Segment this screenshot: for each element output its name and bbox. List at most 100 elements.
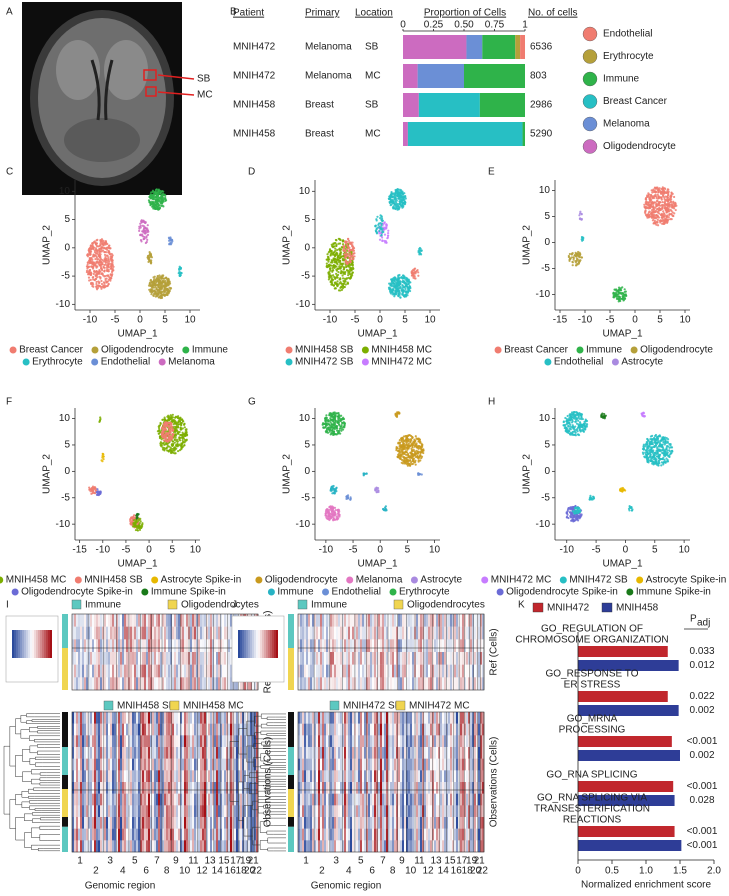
cell-point: [331, 507, 334, 511]
cell-point: [666, 444, 669, 448]
y-tick-label: -5: [541, 263, 550, 274]
cell-point: [165, 291, 168, 294]
table-cell: Melanoma: [305, 71, 352, 82]
cell-point: [668, 212, 671, 216]
table-cell: MNIH472: [233, 42, 276, 53]
cell-point: [329, 267, 332, 270]
cell-point: [653, 445, 656, 449]
cell-point: [325, 262, 328, 265]
cell-point: [378, 238, 382, 241]
bar-segment: [418, 93, 480, 117]
cell-point: [574, 425, 577, 428]
cell-point: [352, 247, 356, 250]
cell-point: [402, 290, 405, 293]
cell-point: [151, 286, 154, 289]
cell-point: [104, 240, 107, 243]
cell-point: [670, 449, 673, 453]
cell-point: [141, 235, 145, 238]
table-cell: SB: [365, 100, 379, 111]
cell-point: [150, 200, 153, 203]
cell-point: [341, 243, 345, 246]
cell-point: [139, 239, 143, 242]
cell-point: [102, 281, 105, 284]
cell-point: [378, 232, 381, 235]
table-cell: MNIH472: [233, 71, 276, 82]
cell-point: [398, 444, 401, 448]
cell-point: [568, 252, 571, 256]
cell-point: [331, 418, 335, 421]
cell-point: [110, 252, 113, 256]
legend-swatch: [361, 358, 369, 366]
cell-point: [335, 427, 339, 430]
y-tick-label: 10: [299, 186, 311, 197]
table-cell: MC: [365, 129, 381, 140]
cell-point: [100, 287, 103, 290]
cell-point: [136, 512, 139, 516]
cell-point: [663, 192, 666, 195]
cell-point: [392, 282, 395, 285]
cell-point: [574, 433, 577, 436]
cell-point: [179, 416, 182, 419]
cell-point: [101, 242, 104, 245]
cell-point: [568, 432, 572, 436]
legend-label: MNIH458 SB: [84, 575, 143, 586]
y-tick-label: -10: [296, 299, 311, 310]
cell-point: [663, 204, 666, 207]
cell-point: [88, 486, 91, 489]
cell-point: [394, 192, 398, 195]
bar-segment: [515, 35, 521, 59]
cell-point: [91, 267, 95, 270]
cell-point: [376, 215, 379, 218]
cell-point: [138, 527, 141, 530]
cell-point: [105, 264, 109, 267]
cell-point: [346, 281, 349, 284]
cell-point: [171, 419, 174, 423]
cell-point: [328, 430, 331, 433]
cell-point: [104, 279, 107, 282]
cell-point: [338, 282, 341, 285]
cell-point: [353, 252, 356, 255]
cell-point: [417, 251, 420, 254]
cell-point: [622, 295, 625, 299]
cell-point: [96, 238, 99, 241]
cell-point: [139, 226, 142, 229]
cell-point: [646, 194, 649, 197]
cell-point: [340, 286, 343, 289]
cell-point: [163, 286, 166, 289]
cell-point: [332, 274, 335, 277]
cell-point: [656, 224, 660, 227]
bar-segment: [403, 64, 418, 88]
cell-point: [400, 189, 403, 192]
cell-point: [349, 267, 352, 270]
cell-point: [169, 435, 173, 438]
cell-point: [86, 263, 89, 266]
x-axis-label: UMAP_1: [117, 559, 157, 570]
cell-point: [156, 284, 160, 287]
x-tick-label: 5: [162, 315, 168, 326]
legend-label: Endothelial: [101, 357, 150, 368]
cell-point: [349, 277, 352, 280]
cell-point: [345, 277, 348, 281]
cell-point: [666, 200, 670, 203]
cell-point: [160, 292, 163, 296]
panel-label: A: [6, 7, 13, 18]
cell-point: [95, 248, 98, 252]
table-cell: SB: [365, 42, 379, 53]
cell-point: [405, 276, 408, 279]
cell-point: [410, 463, 413, 466]
cell-point: [400, 453, 403, 456]
cell-point: [648, 213, 651, 217]
cell-point: [418, 455, 421, 459]
cell-point: [183, 433, 186, 436]
cell-point: [152, 283, 155, 287]
cell-point: [670, 446, 674, 449]
cell-point: [334, 249, 337, 252]
cell-point: [172, 428, 175, 431]
cell-point: [162, 294, 166, 297]
x-tick-label: -10: [96, 545, 111, 556]
cell-point: [332, 416, 335, 419]
cell-point: [168, 280, 171, 283]
cell-point: [99, 263, 102, 266]
cell-point: [663, 221, 666, 224]
cell-point: [178, 274, 181, 277]
